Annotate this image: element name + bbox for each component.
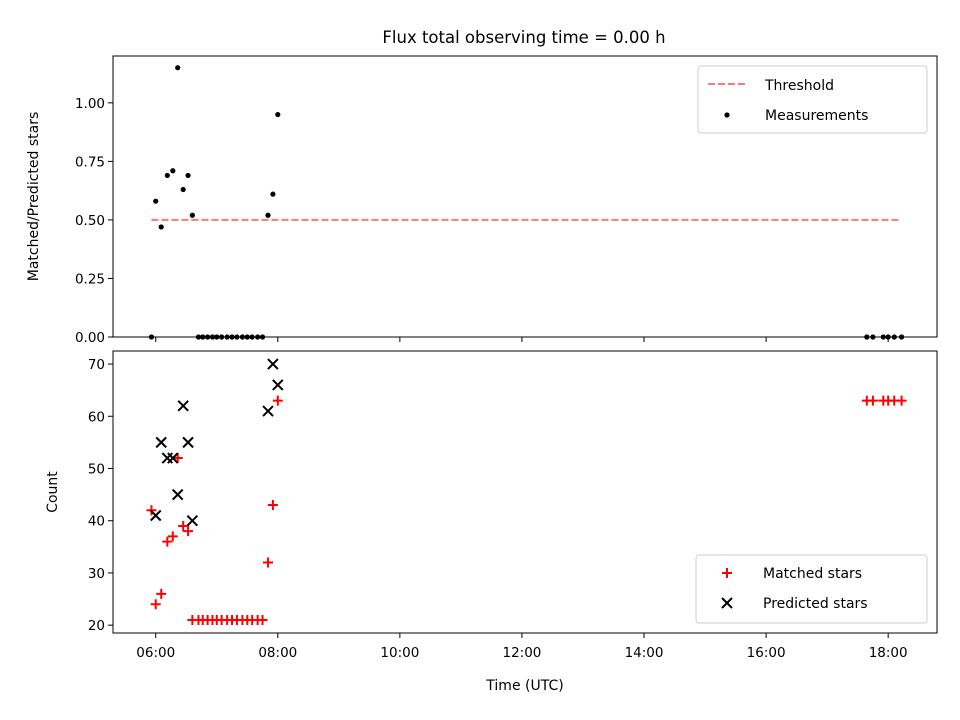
measurement-point	[209, 334, 216, 340]
bottom-xtick-label: 06:00	[136, 645, 175, 661]
predicted-star-point	[262, 405, 274, 417]
legend-predicted-label: Predicted stars	[763, 596, 868, 612]
matched-star-point	[867, 395, 878, 406]
measurement-point	[224, 334, 230, 340]
measurement-point	[158, 224, 164, 230]
top-frame	[112, 55, 938, 338]
predicted-star-point	[171, 488, 184, 501]
measurement-point	[200, 334, 206, 340]
bottom-ytick-label: 60	[88, 409, 105, 425]
bottom-xlabel: Time (UTC)	[485, 678, 563, 694]
bottom-ytick-label: 30	[88, 566, 105, 582]
legend-predicted-swatch	[721, 597, 733, 609]
matched-star-point	[263, 557, 274, 568]
top-ytick-label: 0.25	[75, 271, 105, 287]
bottom-frame	[112, 350, 938, 634]
measurement-point	[259, 334, 266, 340]
legend-matched-swatch	[722, 568, 732, 578]
measurement-point	[219, 334, 225, 340]
top-ytick-label: 1.00	[75, 96, 105, 112]
measurement-point	[205, 334, 211, 340]
measurement-point	[880, 334, 886, 340]
measurement-point	[885, 334, 891, 340]
measurement-point	[265, 212, 271, 218]
predicted-star-point	[272, 379, 284, 391]
matched-star-point	[162, 536, 173, 547]
predicted-star-point	[167, 452, 179, 464]
measurement-point	[185, 172, 191, 179]
bottom-ytick-label: 40	[88, 514, 105, 530]
bottom-legend-box	[695, 554, 928, 624]
predicted-star-point	[267, 358, 279, 370]
top-ytick-label: 0.75	[75, 154, 105, 170]
bottom-xtick-label: 12:00	[502, 645, 541, 661]
measurement-point	[891, 334, 897, 340]
matched-star-point	[150, 599, 161, 610]
legend-measurements-swatch	[724, 112, 730, 118]
measurement-point	[214, 334, 220, 340]
matched-star-point	[183, 526, 194, 537]
bottom-xtick-label: 08:00	[258, 645, 297, 661]
bottom-legend: Matched stars Predicted stars	[695, 554, 928, 624]
measurement-point	[229, 334, 235, 340]
predicted-star-point	[150, 509, 162, 522]
top-legend: Threshold Measurements	[697, 65, 928, 134]
top-ytick-label: 0.00	[75, 330, 105, 346]
measurement-point	[270, 191, 276, 197]
matched-star-point	[267, 500, 278, 511]
measurement-point	[180, 186, 186, 193]
figure-title: Flux total observing time = 0.00 h	[382, 28, 665, 47]
bottom-panel: 20 30 40 50 60 70 06:00 08:00 10:00 12:00 14:00 16:…	[88, 350, 938, 661]
measurement-point	[153, 198, 159, 204]
top-legend-box	[697, 65, 928, 134]
measurement-point	[164, 172, 170, 179]
legend-threshold-label: Threshold	[764, 78, 834, 94]
measurement-point	[898, 334, 905, 340]
measurement-point	[234, 334, 240, 340]
measurement-point	[244, 334, 250, 340]
bottom-ytick-label: 20	[88, 618, 105, 634]
bottom-xtick-label: 10:00	[380, 645, 419, 661]
bottom-ytick-label: 70	[88, 357, 105, 373]
measurement-point	[148, 334, 155, 340]
top-ylabel: Matched/Predicted stars	[26, 112, 42, 282]
matched-star-point	[178, 520, 189, 531]
matched-star-point	[156, 588, 167, 599]
measurement-point	[864, 334, 870, 340]
measurement-point	[175, 65, 181, 71]
bottom-xtick-label: 14:00	[625, 645, 664, 661]
top-ytick-label: 0.50	[75, 213, 105, 229]
predicted-star-point	[155, 436, 167, 449]
legend-matched-label: Matched stars	[763, 566, 862, 582]
matched-star-point	[172, 453, 183, 464]
predicted-star-point	[182, 436, 194, 449]
measurement-point	[249, 334, 255, 340]
bottom-ytick-label: 50	[88, 462, 105, 478]
measurement-point	[275, 111, 281, 118]
bottom-xtick-label: 16:00	[747, 645, 786, 661]
matched-star-point	[257, 614, 268, 625]
legend-measurements-label: Measurements	[765, 108, 868, 124]
top-panel: 0.00 0.25 0.50 0.75 1.00 Threshold Measurement…	[75, 55, 938, 346]
matched-star-point	[167, 531, 178, 542]
measurement-point	[239, 334, 245, 340]
measurement-point	[189, 212, 195, 218]
measurement-point	[170, 168, 176, 174]
measurement-point	[195, 334, 202, 340]
measurement-point	[255, 334, 261, 340]
matched-star-point	[272, 395, 283, 406]
matched-star-point	[896, 395, 907, 406]
bottom-xtick-label: 18:00	[869, 645, 908, 661]
bottom-ylabel: Count	[45, 471, 61, 513]
measurement-point	[870, 334, 876, 340]
predicted-star-point	[177, 400, 189, 412]
predicted-star-point	[186, 515, 199, 527]
